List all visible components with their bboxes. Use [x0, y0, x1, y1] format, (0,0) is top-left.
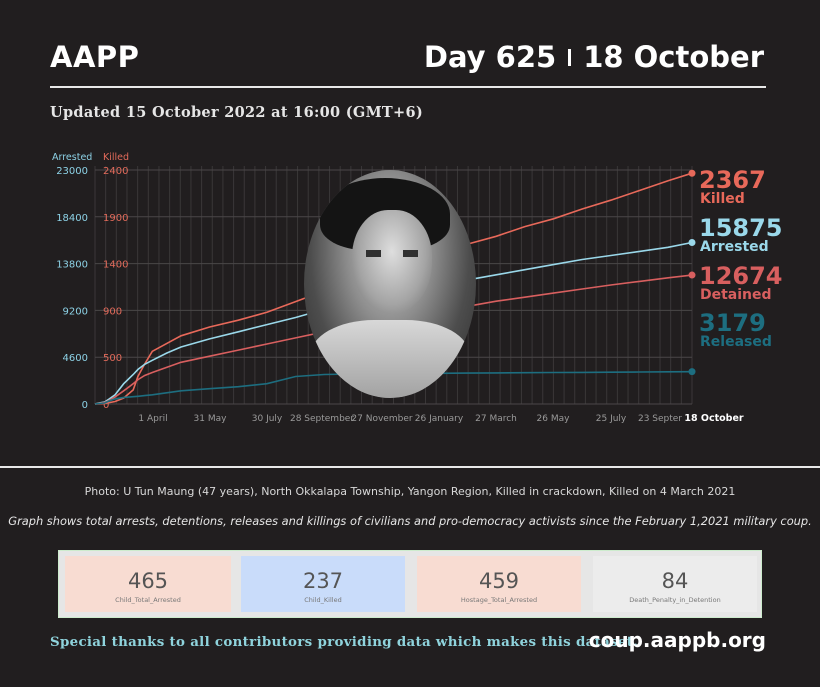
x-tick-label: 26 January: [415, 414, 464, 424]
end-label-name: Detained: [700, 287, 772, 303]
x-tick-label: 27 November: [351, 414, 412, 424]
stat-value: 237: [302, 569, 344, 593]
site-link[interactable]: coup.aappb.org: [588, 628, 766, 652]
y-tick-right: 1400: [103, 260, 128, 271]
day-header: Day 625 18 October: [424, 40, 764, 74]
header-date: 18 October: [583, 40, 764, 74]
y-tick-right: 500: [103, 353, 122, 364]
stat-card-hostage-arrested: 459 Hostage_Total_Arrested: [417, 556, 581, 612]
stat-value: 84: [661, 569, 689, 593]
stat-label: Death_Penalty_in_Detention: [629, 596, 721, 604]
end-label-name: Arrested: [700, 239, 769, 255]
stat-card-death-penalty: 84 Death_Penalty_in_Detention: [593, 556, 757, 612]
thanks-text: Special thanks to all contributors provi…: [50, 634, 639, 650]
end-label-name: Released: [700, 334, 772, 350]
y-tick-left: 9200: [63, 306, 88, 317]
x-tick-label: 31 May: [194, 414, 228, 424]
brand-title: AAPP: [50, 40, 140, 74]
series-end-dot-released: [688, 368, 696, 376]
series-line-arrested: [94, 241, 693, 405]
day-count: Day 625: [423, 40, 557, 74]
series-end-dot-arrested: [688, 238, 696, 246]
photo-face: [352, 210, 432, 314]
updated-timestamp: Updated 15 October 2022 at 16:00 (GMT+6): [50, 104, 424, 121]
series-line-killed: [94, 172, 693, 405]
portrait-photo: [304, 170, 476, 398]
end-label-value: 3179: [699, 309, 766, 337]
photo-shirt: [310, 320, 470, 398]
end-label-value: 2367: [699, 166, 766, 194]
stat-label: Child_Total_Arrested: [115, 596, 181, 604]
y-tick-left: 18400: [56, 213, 88, 224]
x-tick-label: 25 July: [596, 414, 627, 424]
stat-label: Child_Killed: [304, 596, 342, 604]
x-tick-label: 27 March: [475, 414, 517, 424]
stats-panel: 465 Child_Total_Arrested 237 Child_Killed …: [58, 550, 762, 618]
stat-label: Hostage_Total_Arrested: [460, 596, 538, 604]
y-tick-right: 1900: [103, 213, 128, 224]
y-tick-left: 13800: [56, 260, 88, 271]
y-tick-right: 0: [103, 400, 109, 411]
separator: [568, 48, 572, 66]
end-label-value: 12674: [699, 262, 783, 290]
y-tick-left: 0: [82, 400, 88, 411]
stat-value: 459: [478, 569, 520, 593]
series-end-dot-killed: [688, 169, 696, 177]
y-tick-left: 4600: [63, 353, 88, 364]
header-divider: [50, 86, 766, 88]
series-end-dot-detained: [688, 271, 696, 279]
stat-value: 465: [127, 569, 169, 593]
y-axis-title-left: Arrested: [52, 152, 92, 163]
graph-note: Graph shows total arrests, detentions, r…: [8, 514, 812, 528]
photo-credit: Photo: U Tun Maung (47 years), North Okk…: [84, 485, 736, 498]
x-tick-label: 23 Septer: [638, 414, 682, 424]
series-line-detained: [94, 274, 693, 405]
series-line-released: [94, 370, 693, 405]
x-tick-label: 18 October: [684, 413, 744, 424]
y-tick-left: 23000: [56, 166, 88, 177]
section-divider: [0, 466, 820, 468]
x-tick-label: 30 July: [252, 414, 283, 424]
end-label-name: Killed: [700, 191, 745, 207]
stat-card-child-killed: 237 Child_Killed: [241, 556, 405, 612]
x-tick-label: 1 April: [138, 414, 167, 424]
end-label-value: 15875: [699, 214, 783, 242]
y-axis-title-right: Killed: [103, 152, 129, 163]
x-tick-label: 26 May: [537, 414, 571, 424]
y-tick-right: 900: [103, 306, 122, 317]
stat-card-child-arrested: 465 Child_Total_Arrested: [65, 556, 231, 612]
x-tick-label: 28 September: [290, 414, 354, 424]
y-tick-right: 2400: [103, 166, 128, 177]
photo-eyes: [366, 250, 418, 257]
